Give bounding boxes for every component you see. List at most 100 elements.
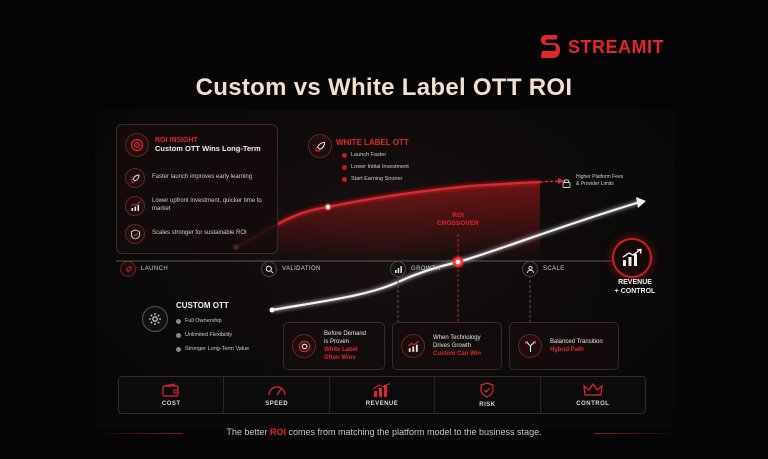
scenario-title: Balanced Transition bbox=[550, 338, 603, 345]
stage-launch: LAUNCH bbox=[120, 261, 168, 277]
scenario-box: Balanced Transition Hybrid Path bbox=[509, 322, 619, 370]
factor-speed: SPEED bbox=[224, 377, 330, 413]
custom-ott-arrow bbox=[636, 197, 646, 208]
white-label-curve-dashed bbox=[539, 180, 561, 183]
custom-ott-item-text: Stronger Long-Term Value bbox=[185, 346, 250, 352]
roi-insight-tag: ROI INSIGHT bbox=[155, 137, 198, 144]
custom-ott-item: Full Ownership bbox=[176, 318, 222, 324]
footer-caption: The better ROI comes from matching the p… bbox=[0, 427, 768, 437]
stage-label: SCALE bbox=[543, 266, 565, 272]
crown-icon bbox=[583, 383, 603, 396]
speedometer-icon bbox=[267, 386, 286, 396]
roi-insight-card: ROI INSIGHT Custom OTT Wins Long-Term Fa… bbox=[116, 124, 278, 254]
factor-control: CONTROL bbox=[541, 377, 645, 413]
white-label-item: Launch Faster bbox=[342, 152, 386, 158]
bar-chart-icon bbox=[372, 383, 391, 397]
scenario-title: is Proven bbox=[324, 338, 350, 345]
crossover-label-line: CROSSOVER bbox=[437, 220, 479, 228]
scenario-title: When Technology bbox=[433, 334, 481, 341]
factor-bar: COST SPEED REVENUE RISK CONTROL bbox=[118, 376, 646, 414]
search-icon bbox=[261, 261, 277, 277]
growth-chart-icon bbox=[401, 334, 425, 358]
factor-label: REVENUE bbox=[365, 401, 399, 407]
scenario-verdict: Custom Can Win bbox=[433, 351, 481, 358]
white-label-title: WHITE LABEL OTT bbox=[336, 138, 409, 147]
insight-item-text: Scales stronger for sustainable ROI bbox=[152, 230, 247, 237]
fees-note-line: & Provider Limits bbox=[576, 180, 614, 187]
lock-icon bbox=[562, 175, 571, 193]
streamit-logo-icon bbox=[541, 35, 560, 58]
white-label-point bbox=[324, 203, 332, 211]
bullet-icon bbox=[176, 332, 181, 338]
bar-chart-icon bbox=[390, 261, 406, 277]
custom-ott-item: Stronger Long-Term Value bbox=[176, 346, 249, 352]
stage-label: LAUNCH bbox=[141, 266, 169, 272]
white-label-item-text: Launch Faster bbox=[351, 152, 387, 158]
scenario-box: When Technology Drives Growth Custom Can… bbox=[392, 322, 502, 370]
factor-revenue: REVENUE bbox=[330, 377, 436, 413]
revenue-growth-icon bbox=[612, 238, 652, 278]
brand-name: STREAMIT bbox=[568, 36, 664, 57]
page-title: Custom vs White Label OTT ROI bbox=[195, 74, 573, 101]
roi-insight-header: ROI INSIGHT Custom OTT Wins Long-Term bbox=[125, 131, 273, 159]
scenario-title: Drives Growth bbox=[433, 342, 472, 349]
footer-highlight: ROI bbox=[269, 427, 286, 437]
custom-ott-title: CUSTOM OTT bbox=[176, 301, 229, 310]
white-label-item-text: Lower Initial Investment bbox=[351, 164, 409, 170]
custom-ott-item: Unlimited Flexibility bbox=[176, 332, 232, 338]
users-icon bbox=[522, 261, 538, 277]
custom-ott-curve bbox=[271, 200, 641, 312]
factor-label: CONTROL bbox=[576, 401, 610, 407]
custom-start-point bbox=[269, 307, 275, 313]
scenario-verdict: Often Wins bbox=[324, 355, 356, 362]
white-label-item: Start Earning Sooner bbox=[342, 176, 402, 182]
insight-item: Faster launch improves early learning bbox=[125, 165, 275, 191]
white-label-item: Lower Initial Investment bbox=[342, 164, 409, 170]
scenario-verdict: Hybrid Path bbox=[550, 347, 584, 353]
stage-label: VALIDATION bbox=[282, 266, 321, 272]
stage-validation: VALIDATION bbox=[261, 261, 321, 277]
insight-item-text: Faster launch improves early learning bbox=[152, 174, 253, 181]
roi-crossover-label: ROI CROSSOVER bbox=[428, 212, 488, 228]
scenario-verdict: White Label bbox=[324, 347, 358, 353]
footer-text: comes from matching the platform model t… bbox=[285, 427, 542, 437]
shield-check-icon bbox=[125, 224, 145, 244]
revenue-control-line: + CONTROL bbox=[614, 288, 656, 296]
split-arrows-icon bbox=[518, 334, 542, 358]
white-label-item-text: Start Earning Sooner bbox=[351, 176, 403, 182]
white-label-curve bbox=[235, 180, 541, 248]
shield-check-icon bbox=[480, 382, 495, 398]
crossover-label-line: ROI bbox=[452, 212, 464, 219]
revenue-control-line: REVENUE bbox=[618, 279, 652, 286]
growth-chart-icon bbox=[125, 196, 145, 216]
fees-note: Higher Platform Fees & Provider Limits bbox=[576, 174, 686, 192]
footer-text: The better bbox=[226, 427, 270, 437]
footer-divider-left bbox=[92, 433, 182, 434]
rocket-icon bbox=[120, 261, 136, 277]
roi-insight-title: Custom OTT Wins Long-Term bbox=[155, 144, 261, 153]
stage-growth: GROWTH bbox=[390, 261, 441, 277]
stage-scale: SCALE bbox=[522, 261, 565, 277]
target-icon bbox=[292, 334, 316, 358]
insight-item: Scales stronger for sustainable ROI bbox=[125, 221, 275, 247]
factor-cost: COST bbox=[119, 377, 225, 413]
rocket-icon bbox=[125, 168, 145, 188]
target-icon bbox=[125, 133, 149, 157]
insight-item: Lower upfront investment, quicker time t… bbox=[125, 193, 275, 219]
brand-logo: STREAMIT bbox=[538, 30, 688, 64]
scenario-title: Before Demand bbox=[324, 330, 367, 337]
crossover-point-core bbox=[455, 259, 461, 265]
bullet-icon bbox=[342, 164, 347, 170]
bullet-icon bbox=[342, 152, 347, 158]
wallet-icon bbox=[162, 383, 179, 397]
custom-ott-item-text: Full Ownership bbox=[185, 318, 222, 324]
custom-ott-item-text: Unlimited Flexibility bbox=[185, 332, 233, 338]
bullet-icon bbox=[176, 346, 181, 352]
bullet-icon bbox=[176, 318, 181, 324]
fees-note-line: Higher Platform Fees bbox=[576, 174, 624, 180]
factor-label: COST bbox=[161, 401, 181, 407]
factor-risk: RISK bbox=[435, 377, 541, 413]
scenario-box: Before Demand is Proven White Label Ofte… bbox=[283, 322, 385, 370]
revenue-control-label: REVENUE + CONTROL bbox=[604, 278, 666, 296]
